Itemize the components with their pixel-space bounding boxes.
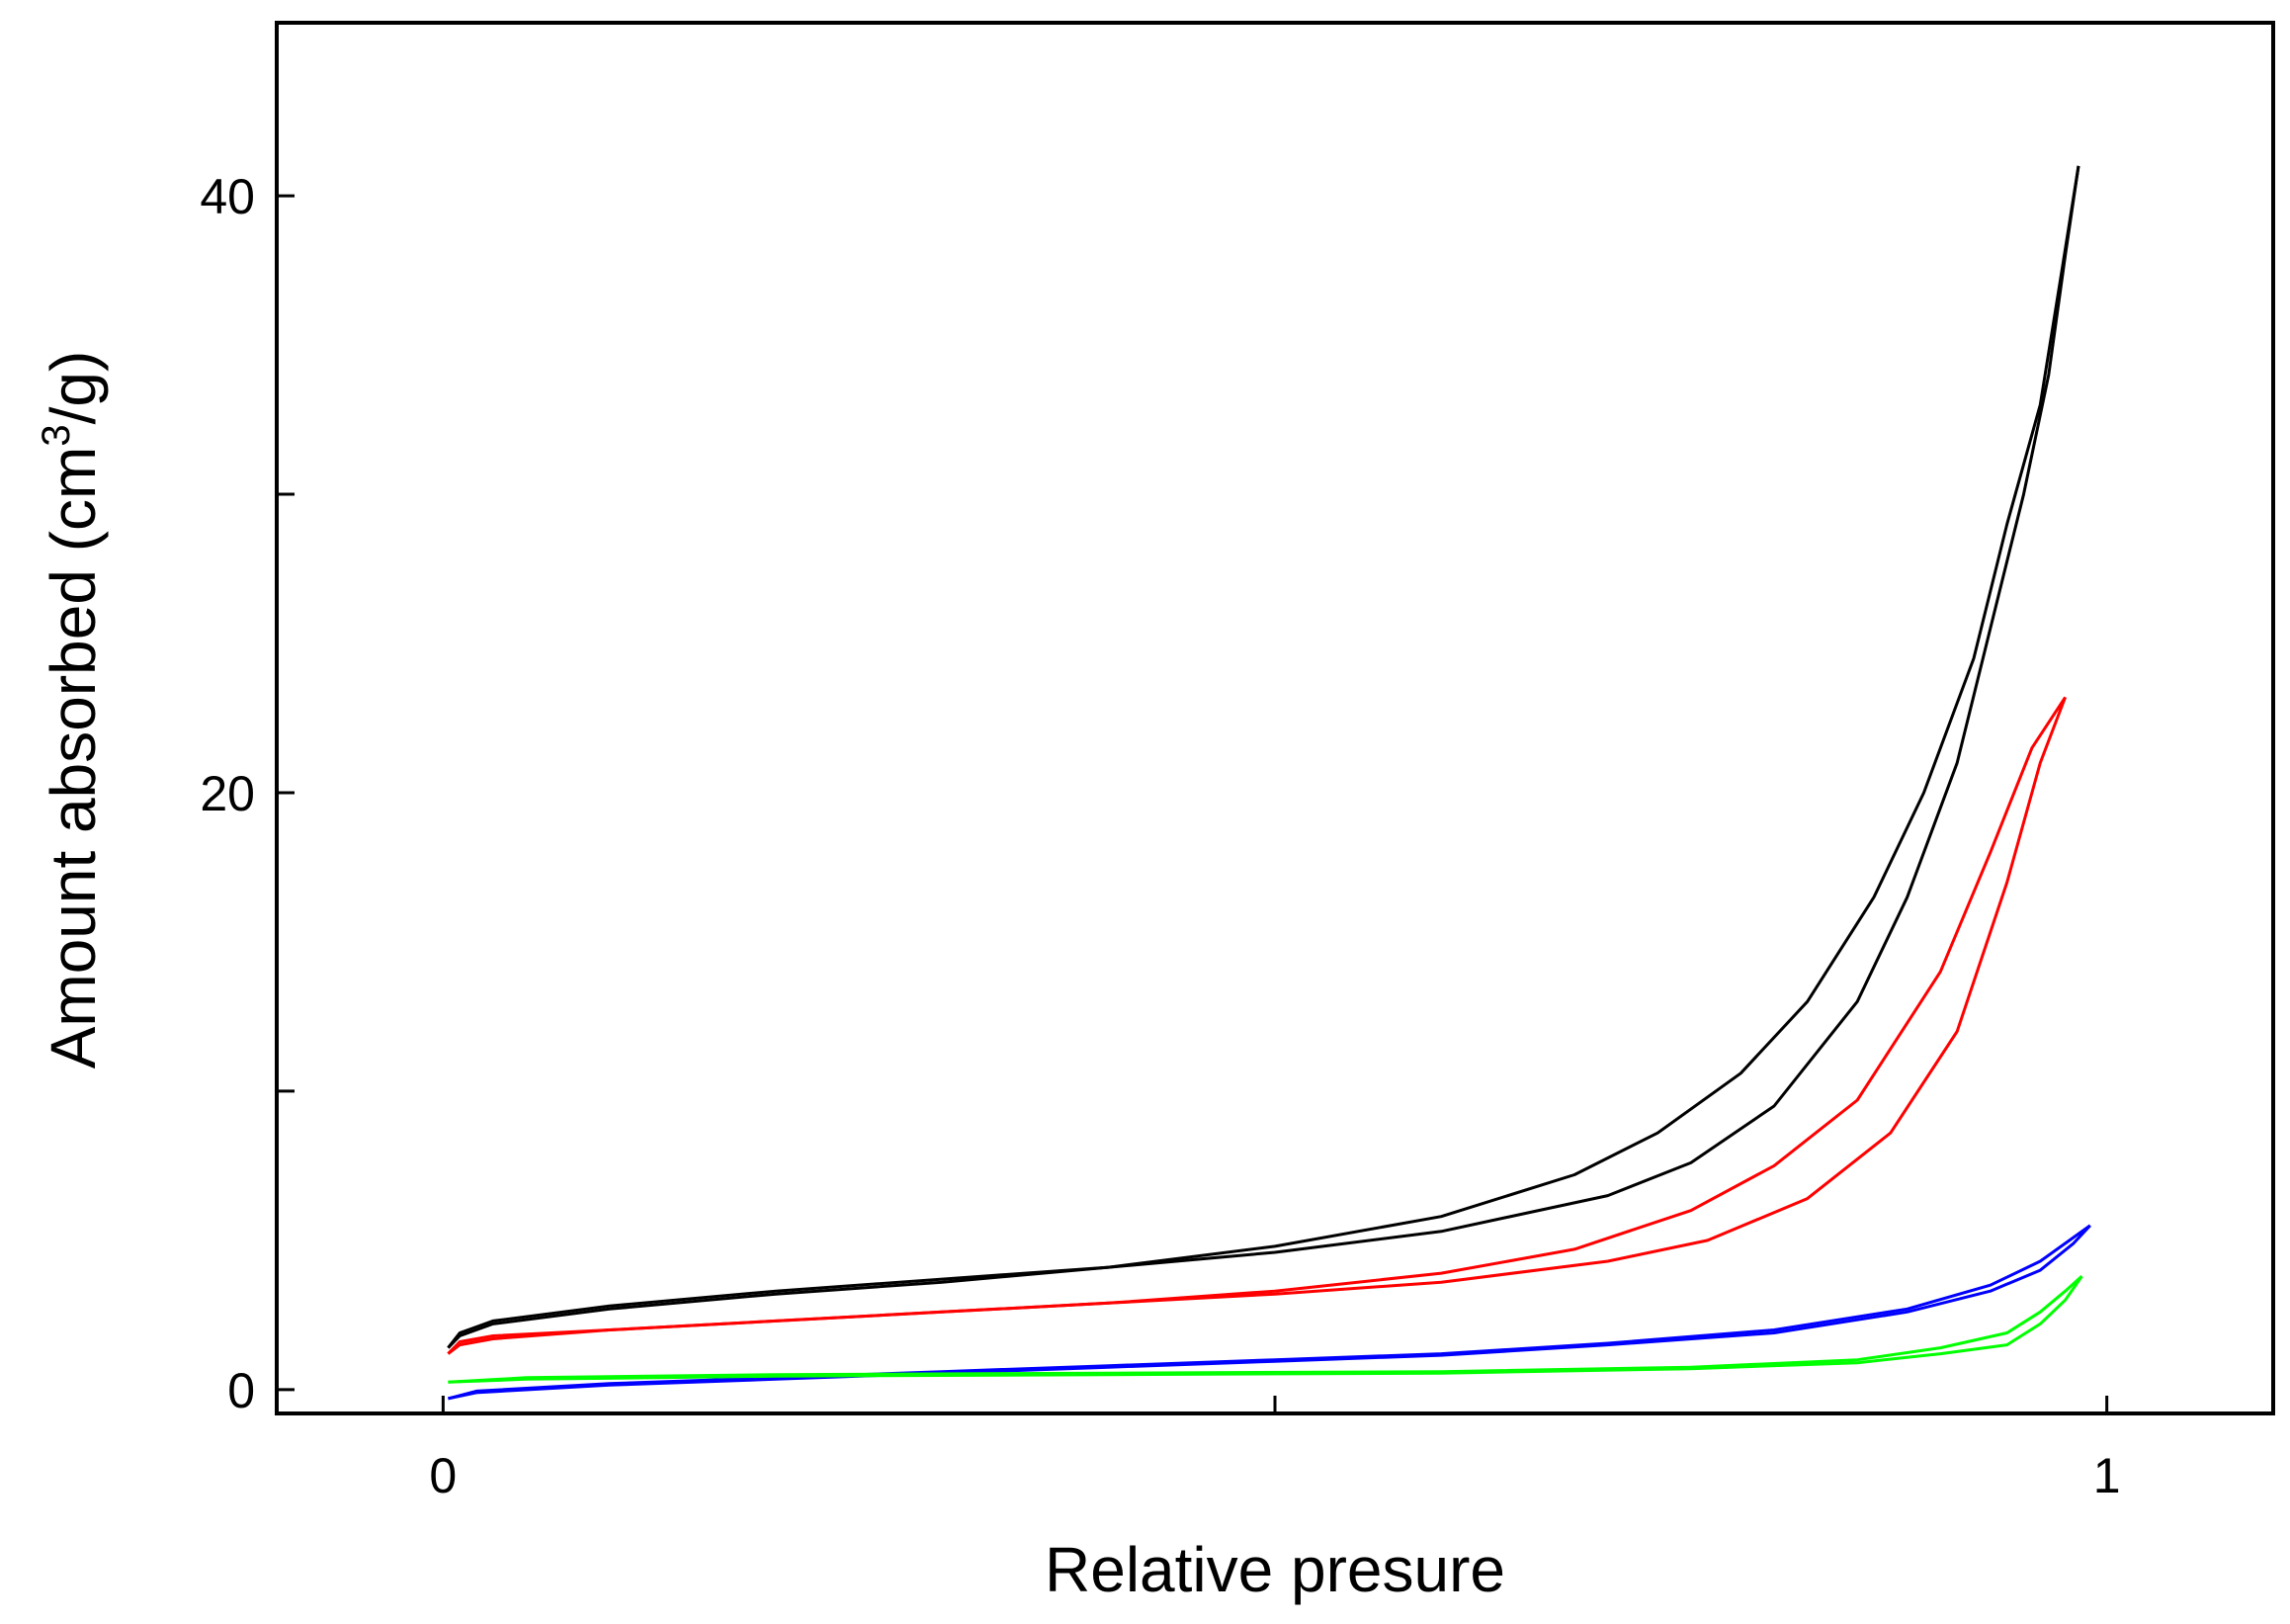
series-black-desorption-line: [447, 165, 2080, 1349]
series-green-desorption-line: [448, 1274, 2083, 1384]
y-axis-title: Amount absorbed (cm3/g): [35, 351, 109, 1069]
y-tick-label-0: 0: [227, 1363, 255, 1418]
y-tick-label-4: 40: [200, 169, 255, 224]
series-red-desorption-line: [447, 696, 2067, 1355]
plot-frame: [275, 21, 2275, 1415]
x-tick-label-2: 1: [2093, 1448, 2121, 1503]
y-tick-label-2: 20: [200, 766, 255, 821]
series-black-adsorption-line: [447, 165, 2080, 1349]
y-axis-title-suffix: /g): [38, 351, 109, 425]
y-axis-title-prefix: Amount absorbed (cm: [38, 447, 109, 1069]
y-axis-title-superscript: 3: [35, 424, 78, 446]
x-axis-title: Relative presure: [1045, 1534, 1505, 1605]
x-tick-label-0: 0: [429, 1448, 457, 1503]
series-green-adsorption-line: [448, 1275, 2083, 1384]
axis-ticks: [277, 194, 2109, 1413]
series-blue-desorption-line: [448, 1224, 2091, 1401]
series-lines: [447, 165, 2091, 1401]
